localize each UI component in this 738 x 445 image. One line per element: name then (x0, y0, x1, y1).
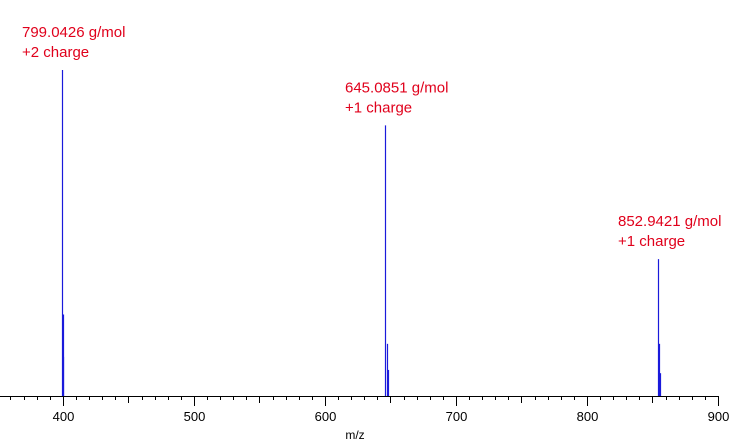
x-axis-title: m/z (345, 428, 364, 442)
x-tick-label: 400 (53, 409, 75, 424)
peak-annotation-charge: +1 charge (618, 233, 685, 250)
peak-annotation-mass: 799.0426 g/mol (22, 24, 125, 41)
peak-annotation-charge: +2 charge (22, 44, 89, 61)
peak-annotation-mass: 852.9421 g/mol (618, 213, 721, 230)
x-tick-label: 900 (708, 409, 730, 424)
annotation-group: 799.0426 g/mol +2 charge 645.0851 g/mol +1 … (22, 24, 721, 250)
peak-annotation-charge: +1 charge (345, 99, 412, 116)
peak-group (61, 70, 662, 396)
x-tick-label: 500 (184, 409, 206, 424)
peak-annotation-mass: 645.0851 g/mol (345, 79, 448, 96)
x-tick-label: 800 (577, 409, 599, 424)
x-tick-label: 600 (315, 409, 337, 424)
x-tick-label: 700 (446, 409, 468, 424)
x-axis: 400 500 600 700 800 900 (0, 396, 729, 424)
